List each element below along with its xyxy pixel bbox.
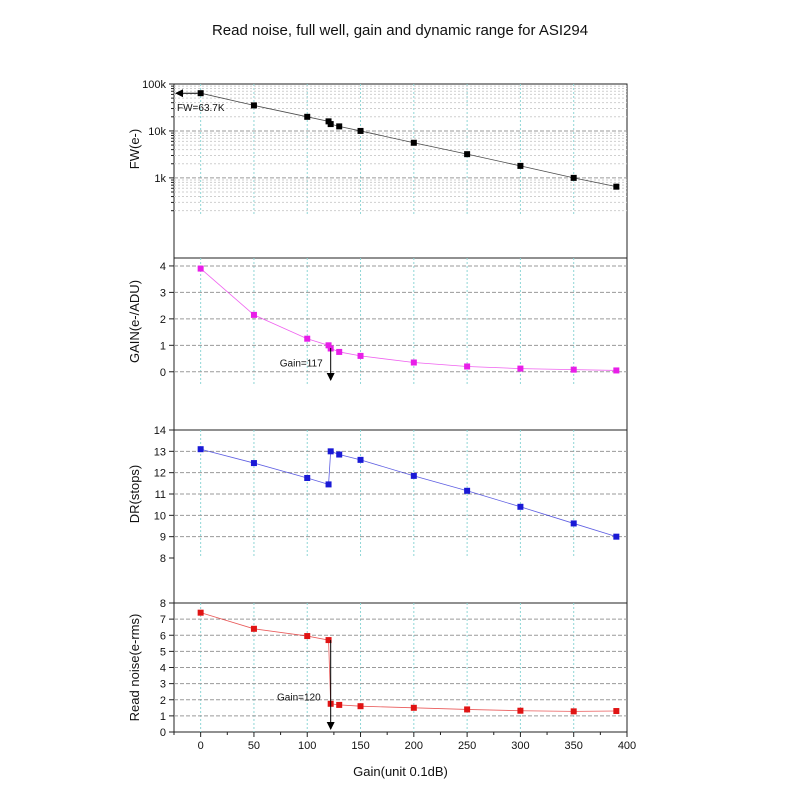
data-point <box>357 352 364 359</box>
data-point <box>613 708 620 715</box>
y-tick-label: 11 <box>155 489 166 501</box>
y-axis-label: GAIN(e-/ADU) <box>127 280 142 363</box>
data-point <box>517 707 524 714</box>
x-tick-label: 350 <box>565 740 583 752</box>
y-tick-label: 2 <box>160 314 166 326</box>
data-point <box>464 706 471 713</box>
data-point <box>327 121 334 128</box>
data-point <box>410 704 417 711</box>
series-line <box>200 268 617 371</box>
panel-gain: 0 1 2 3 4 GAIN(e-/ADU) Gain=117 <box>127 258 627 385</box>
data-point <box>325 481 332 488</box>
y-tick-label: 1 <box>160 340 166 352</box>
data-point <box>464 487 471 494</box>
x-tick-label: 0 <box>198 740 204 752</box>
y-tick-label: 0 <box>160 367 166 379</box>
data-point <box>464 151 471 158</box>
series-line <box>200 448 617 538</box>
data-point <box>336 451 343 458</box>
y-tick-label: 0 <box>160 727 166 739</box>
y-tick-label: 10k <box>148 126 166 138</box>
data-point <box>517 503 524 510</box>
series-line <box>200 612 617 712</box>
x-tick-label: 300 <box>511 740 529 752</box>
data-point <box>357 127 364 134</box>
data-point <box>464 363 471 370</box>
data-point <box>570 708 577 715</box>
data-point <box>250 102 257 109</box>
data-point <box>250 625 257 632</box>
data-point <box>410 139 417 146</box>
data-point <box>517 365 524 372</box>
panel-dr: 8 9 10 11 12 13 14 DR(stops) <box>127 425 627 565</box>
data-point <box>410 472 417 479</box>
y-tick-label: 12 <box>154 468 166 480</box>
y-axis-label: DR(stops) <box>127 465 142 524</box>
data-point <box>410 359 417 366</box>
data-point <box>325 637 332 644</box>
data-point <box>336 701 343 708</box>
data-point <box>197 609 204 616</box>
rn-annotation: Gain=120 <box>277 693 321 704</box>
chart-title: Read noise, full well, gain and dynamic … <box>211 22 589 39</box>
x-tick-label: 100 <box>298 740 316 752</box>
y-tick-label: 3 <box>160 679 166 691</box>
y-tick-label: 3 <box>160 287 166 299</box>
data-point <box>304 633 311 640</box>
y-tick-label: 8 <box>160 598 166 610</box>
y-axis-label: FW(e-) <box>127 129 142 169</box>
y-tick-label: 100k <box>142 79 166 91</box>
gain-annotation: Gain=117 <box>280 358 323 369</box>
series-line <box>200 92 617 188</box>
x-tick-label: 200 <box>405 740 423 752</box>
data-point <box>357 456 364 463</box>
data-point <box>250 311 257 318</box>
y-tick-label: 4 <box>160 663 166 675</box>
x-tick-label: 400 <box>618 740 636 752</box>
data-point <box>570 366 577 373</box>
x-tick-label: 250 <box>458 740 476 752</box>
data-point <box>517 162 524 169</box>
panel-fw: 1k 10k 100k FW(e-) FW=63.7K <box>127 79 627 214</box>
chart-frame <box>173 83 628 733</box>
data-point <box>325 342 332 349</box>
data-point <box>570 520 577 527</box>
y-tick-label: 14 <box>154 425 166 437</box>
y-tick-label: 1k <box>154 173 166 185</box>
data-point <box>327 448 334 455</box>
data-point <box>304 335 311 342</box>
data-point <box>570 174 577 181</box>
y-tick-label: 13 <box>154 446 166 458</box>
data-point <box>336 348 343 355</box>
y-tick-label: 5 <box>160 646 166 658</box>
data-point <box>304 113 311 120</box>
y-tick-label: 1 <box>160 711 166 723</box>
y-tick-label: 6 <box>160 630 166 642</box>
data-point <box>613 367 620 374</box>
y-tick-label: 4 <box>160 261 166 273</box>
data-point <box>336 123 343 130</box>
data-point <box>197 446 204 453</box>
panel-rn: 0 1 2 3 4 5 6 7 8 Read noise(e-rms) Gain=120 <box>127 598 627 739</box>
data-point <box>357 703 364 710</box>
y-tick-label: 10 <box>154 510 166 522</box>
y-tick-label: 9 <box>160 532 166 544</box>
data-point <box>197 90 204 97</box>
data-point <box>197 265 204 272</box>
x-axis-label: Gain(unit 0.1dB) <box>353 764 448 779</box>
data-point <box>613 533 620 540</box>
data-point <box>250 460 257 467</box>
y-tick-label: 2 <box>160 695 166 707</box>
y-tick-label: 8 <box>160 553 166 565</box>
data-point <box>613 183 620 190</box>
y-axis-label: Read noise(e-rms) <box>127 614 142 722</box>
y-tick-label: 7 <box>160 614 166 626</box>
data-point <box>304 475 311 481</box>
x-tick-label: 150 <box>351 740 369 752</box>
fw-annotation: FW=63.7K <box>177 103 225 114</box>
x-tick-label: 50 <box>248 740 260 752</box>
